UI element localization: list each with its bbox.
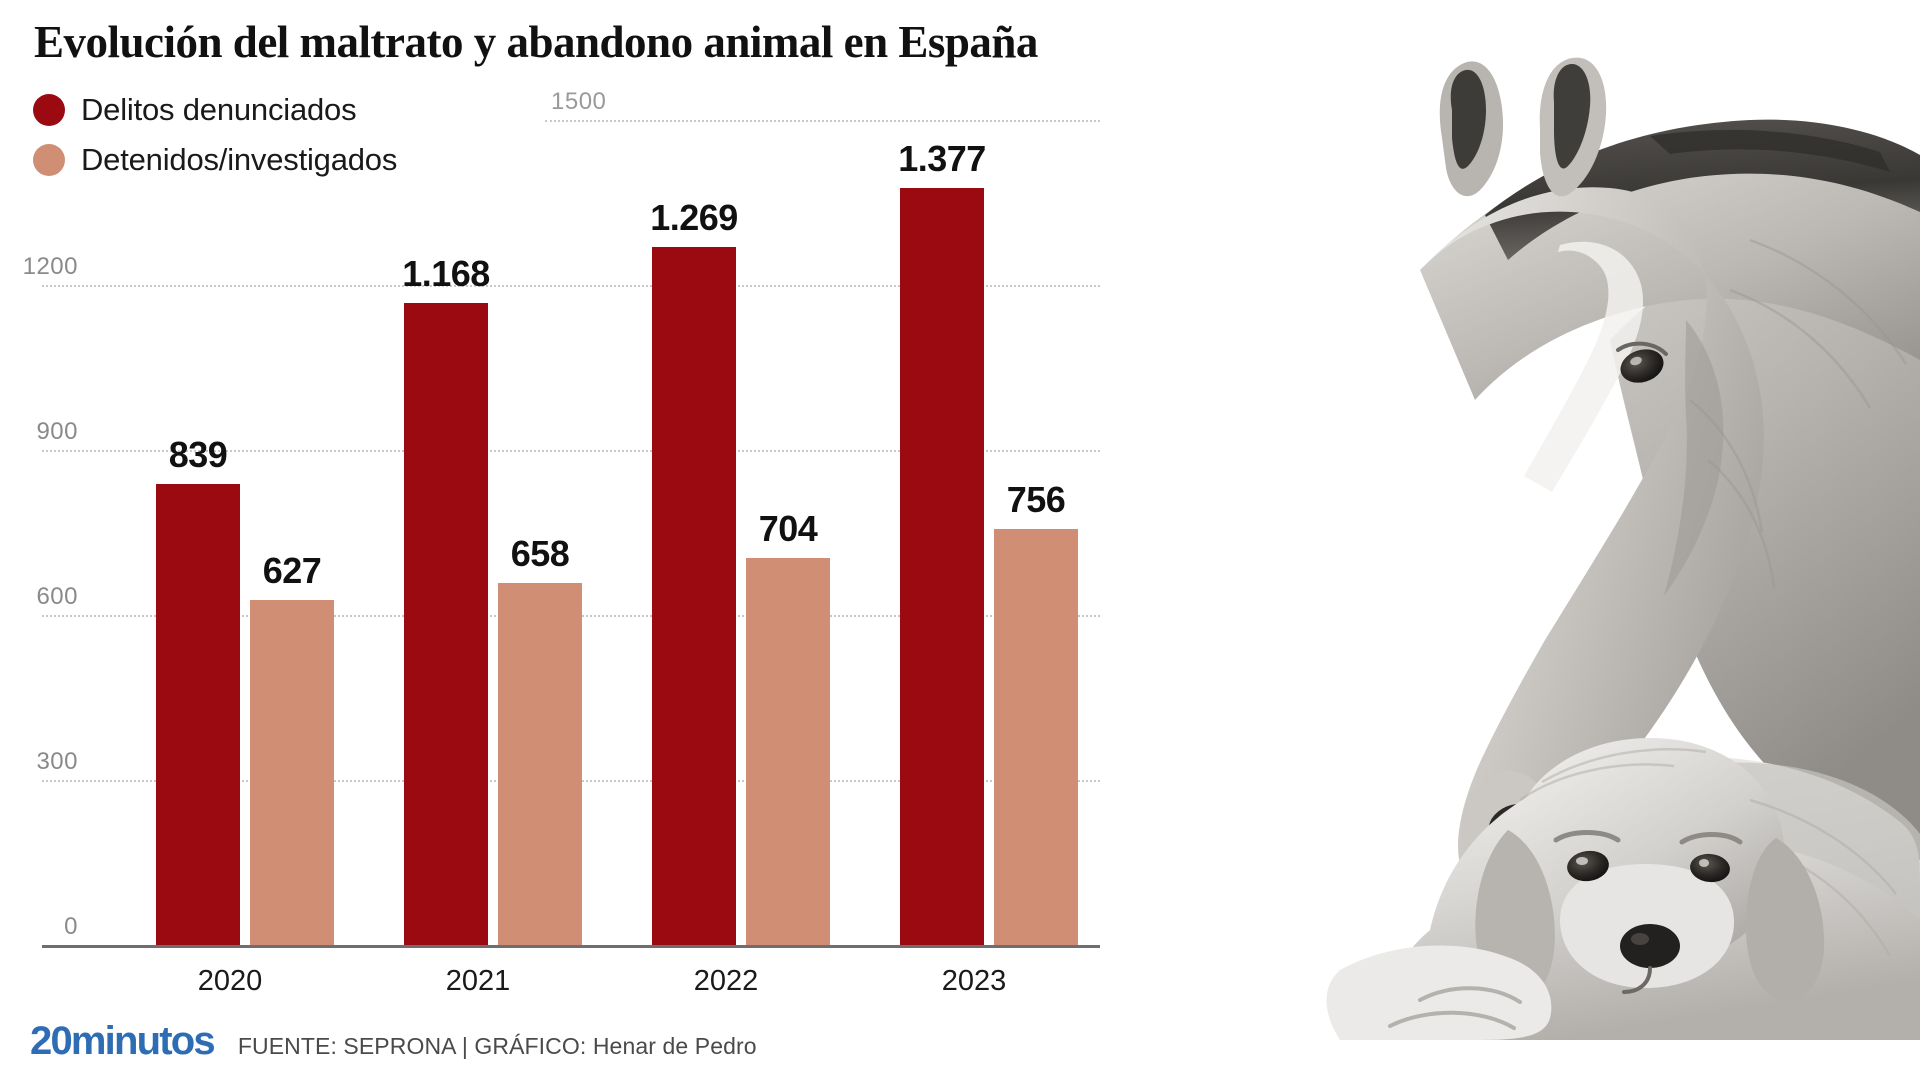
- y-axis-tick-1500: 1500: [551, 88, 607, 115]
- legend-label-delitos: Delitos denunciados: [81, 92, 357, 127]
- page-title: Evolución del maltrato y abandono animal…: [34, 17, 1038, 67]
- bar-value-2023-detenidos: 756: [1006, 479, 1066, 521]
- bar-2020-delitos[interactable]: [156, 483, 240, 945]
- x-axis-line: [42, 945, 1100, 948]
- x-axis-label-2020: 2020: [197, 965, 263, 997]
- bar-value-2020-detenidos: 627: [262, 550, 322, 592]
- chart-legend: Delitos denunciados Detenidos/investigad…: [33, 92, 397, 178]
- bar-2022-detenidos[interactable]: [746, 557, 830, 945]
- source-credit: FUENTE: SEPRONA | GRÁFICO: Henar de Pedr…: [237, 1033, 757, 1059]
- y-axis-tick-0: 0: [64, 913, 78, 940]
- y-axis-tick-300: 300: [36, 748, 78, 775]
- legend-item-delitos: Delitos denunciados: [33, 92, 397, 128]
- bar-2021-delitos[interactable]: [404, 302, 488, 945]
- y-axis-tick-1200: 1200: [22, 253, 78, 280]
- gridline-1500: [545, 120, 1100, 122]
- footer: 20minutos FUENTE: SEPRONA | GRÁFICO: Hen…: [30, 1019, 757, 1064]
- bar-2022-delitos[interactable]: [652, 247, 736, 945]
- legend-item-detenidos: Detenidos/investigados: [33, 142, 397, 178]
- bar-value-2021-detenidos: 658: [510, 533, 570, 575]
- legend-swatch-detenidos: [33, 144, 65, 176]
- y-axis-tick-900: 900: [36, 418, 78, 445]
- bar-value-2020-delitos: 839: [168, 433, 228, 475]
- bar-2020-detenidos[interactable]: [250, 600, 334, 945]
- bar-2023-detenidos[interactable]: [994, 529, 1078, 945]
- bar-value-2023-delitos: 1.377: [898, 137, 986, 179]
- legend-label-detenidos: Detenidos/investigados: [81, 142, 398, 177]
- brand-logo-20minutos[interactable]: 20minutos: [30, 1019, 216, 1063]
- x-axis-label-2023: 2023: [941, 965, 1007, 997]
- bar-value-2022-delitos: 1.269: [650, 197, 738, 239]
- bar-value-2021-delitos: 1.168: [402, 252, 490, 294]
- gridline-1200: [42, 285, 1100, 287]
- bar-2023-delitos[interactable]: [900, 187, 984, 945]
- bar-value-2022-detenidos: 704: [758, 507, 818, 549]
- y-axis-tick-600: 600: [36, 583, 78, 610]
- legend-swatch-delitos: [33, 94, 65, 126]
- x-axis-label-2021: 2021: [445, 965, 511, 997]
- bar-2021-detenidos[interactable]: [498, 583, 582, 945]
- gridline-900: [42, 450, 1100, 452]
- x-axis-label-2022: 2022: [693, 965, 759, 997]
